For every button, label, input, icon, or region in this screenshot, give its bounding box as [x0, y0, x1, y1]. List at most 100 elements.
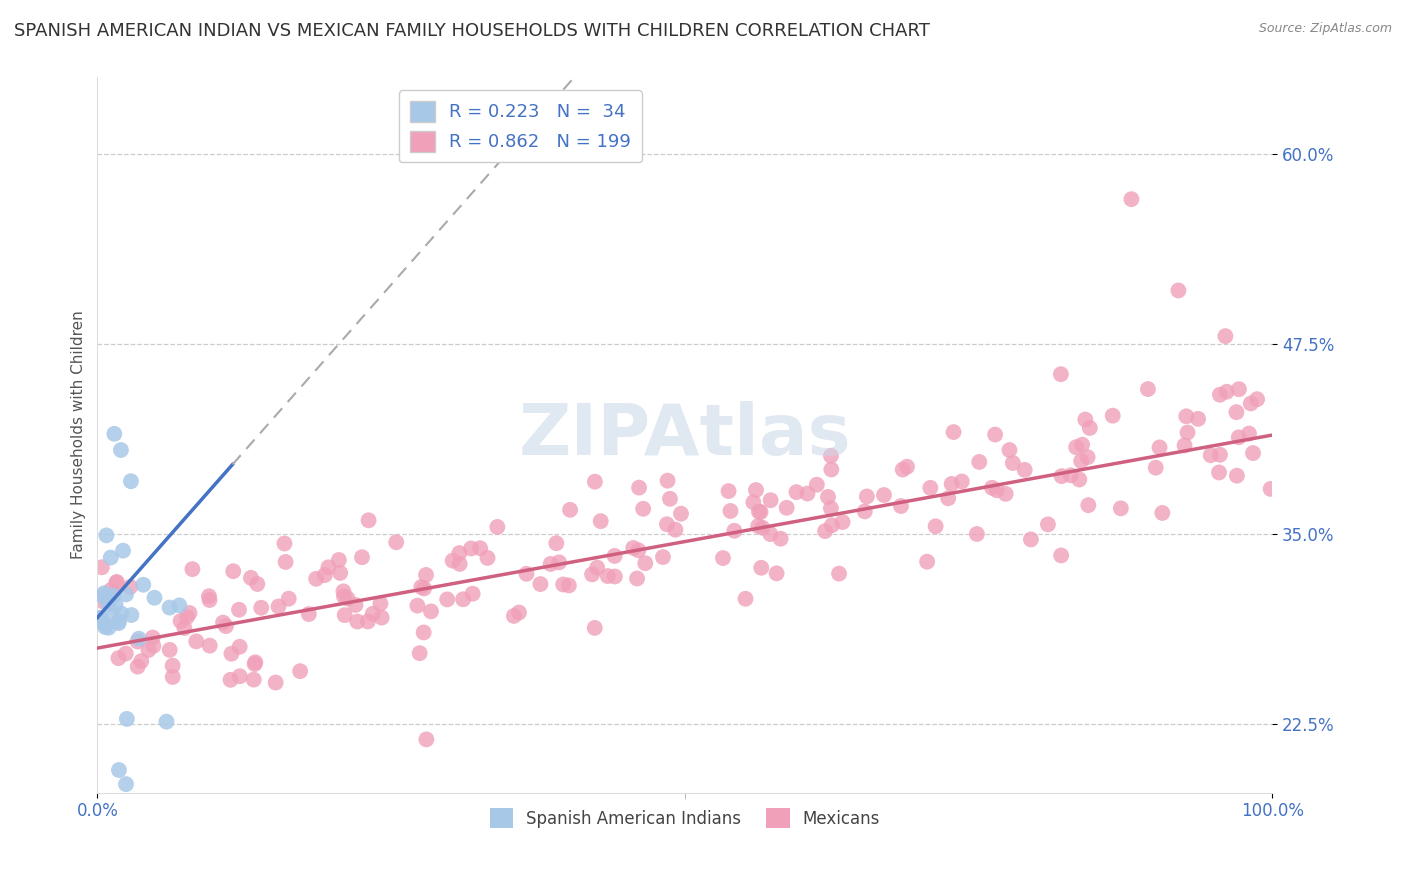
Point [1077, 498, 1099, 512]
Point [856, 490, 879, 504]
Point [350, 550, 373, 565]
Point [162, 658, 184, 673]
Point [1050, 367, 1073, 381]
Point [198, 589, 221, 603]
Point [873, 488, 896, 502]
Point [96, 528, 118, 542]
Point [107, 651, 129, 665]
Point [357, 615, 380, 629]
Point [277, 591, 299, 606]
Point [1014, 463, 1036, 477]
Point [717, 484, 740, 499]
Point [1064, 440, 1087, 454]
Point [264, 675, 287, 690]
Point [415, 568, 437, 582]
Point [245, 655, 267, 669]
Point [586, 560, 609, 574]
Point [228, 640, 250, 654]
Point [143, 591, 166, 605]
Point [108, 763, 131, 777]
Point [112, 543, 135, 558]
Point [621, 541, 644, 555]
Point [659, 491, 682, 506]
Point [314, 568, 336, 582]
Point [103, 426, 125, 441]
Point [747, 519, 769, 533]
Point [1036, 517, 1059, 532]
Point [1001, 456, 1024, 470]
Point [212, 615, 235, 630]
Point [942, 425, 965, 439]
Point [596, 569, 619, 583]
Point [120, 608, 142, 623]
Point [91, 594, 114, 608]
Point [745, 483, 768, 497]
Point [508, 606, 530, 620]
Point [94, 620, 117, 634]
Point [243, 657, 266, 671]
Point [110, 443, 132, 458]
Point [127, 659, 149, 673]
Point [1149, 441, 1171, 455]
Point [1173, 438, 1195, 452]
Point [1215, 384, 1237, 399]
Point [994, 487, 1017, 501]
Point [104, 598, 127, 612]
Point [90, 560, 112, 574]
Point [221, 647, 243, 661]
Point [515, 566, 537, 581]
Point [370, 597, 392, 611]
Point [329, 566, 352, 580]
Point [181, 562, 204, 576]
Point [890, 499, 912, 513]
Point [100, 582, 122, 597]
Point [242, 673, 264, 687]
Point [128, 632, 150, 646]
Point [546, 536, 568, 550]
Point [215, 619, 238, 633]
Point [1227, 382, 1250, 396]
Point [657, 474, 679, 488]
Point [1078, 421, 1101, 435]
Point [411, 580, 433, 594]
Point [436, 592, 458, 607]
Point [142, 631, 165, 645]
Point [89, 611, 111, 625]
Point [415, 732, 437, 747]
Point [100, 550, 122, 565]
Point [110, 607, 132, 621]
Point [486, 520, 509, 534]
Point [765, 566, 787, 581]
Point [219, 673, 242, 687]
Point [132, 578, 155, 592]
Point [1077, 450, 1099, 464]
Point [267, 599, 290, 614]
Point [138, 643, 160, 657]
Point [408, 646, 430, 660]
Point [239, 571, 262, 585]
Point [449, 546, 471, 560]
Point [1226, 468, 1249, 483]
Point [1187, 412, 1209, 426]
Point [1167, 284, 1189, 298]
Point [97, 594, 120, 608]
Y-axis label: Family Households with Children: Family Households with Children [72, 310, 86, 559]
Text: Source: ZipAtlas.com: Source: ZipAtlas.com [1258, 22, 1392, 36]
Point [936, 491, 959, 506]
Point [553, 577, 575, 591]
Point [159, 600, 181, 615]
Point [1109, 501, 1132, 516]
Point [785, 485, 807, 500]
Point [558, 578, 581, 592]
Point [831, 515, 853, 529]
Point [628, 481, 651, 495]
Point [1237, 426, 1260, 441]
Point [228, 603, 250, 617]
Point [603, 569, 626, 583]
Point [344, 598, 367, 612]
Point [503, 608, 526, 623]
Point [1144, 460, 1167, 475]
Point [288, 664, 311, 678]
Point [1069, 473, 1091, 487]
Point [107, 616, 129, 631]
